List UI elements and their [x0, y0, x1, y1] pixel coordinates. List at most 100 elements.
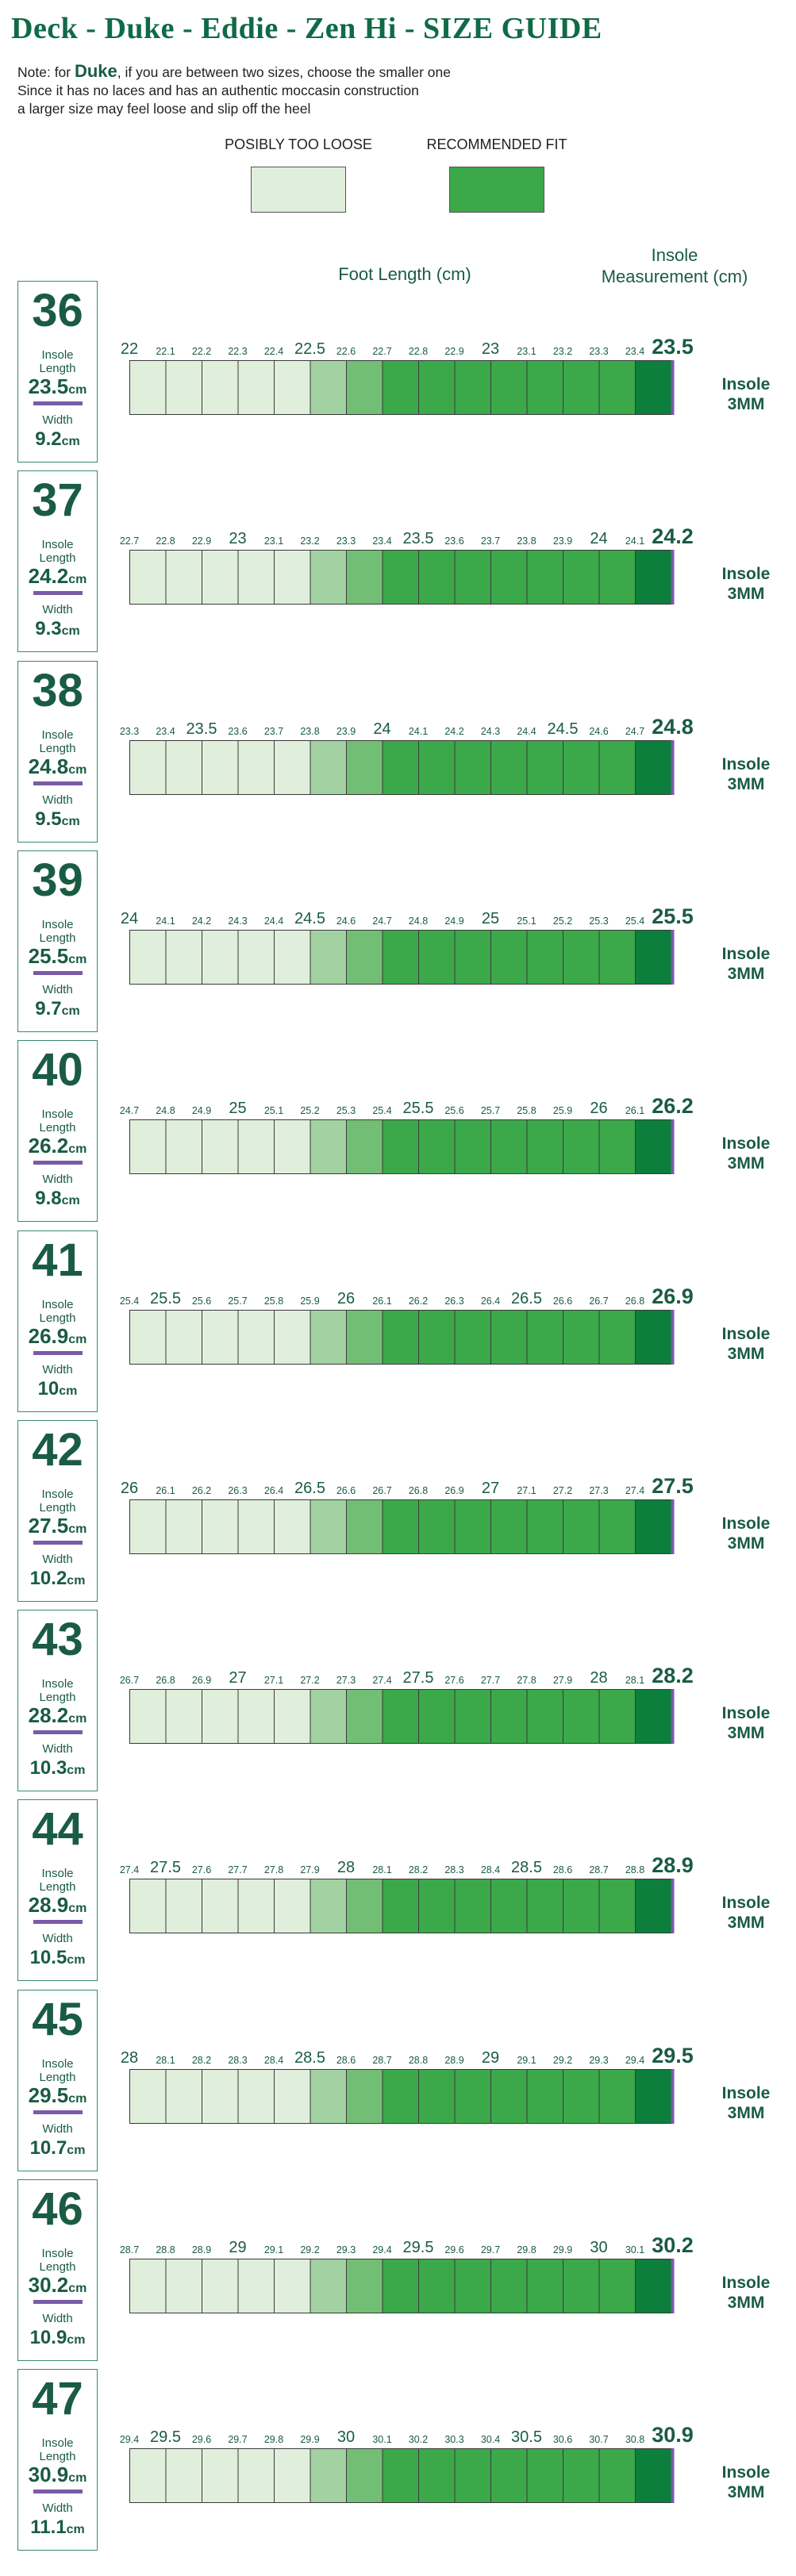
tick-label: 28.4	[480, 1864, 501, 1876]
tick-label: 30.1	[372, 2434, 392, 2446]
tick-label: 24	[120, 909, 139, 927]
insole-thickness-note: Insole 3MM	[721, 2083, 771, 2122]
loose-cell	[237, 1499, 275, 1554]
fit-bar-svg	[129, 2259, 675, 2313]
tick-label: 22.8	[408, 346, 429, 357]
size-number: 36	[32, 285, 83, 336]
tick-label: 25.2	[552, 915, 573, 927]
tick-label: 24.2	[652, 524, 694, 549]
tick-label: 26.7	[589, 1295, 609, 1307]
tick-label: 23.6	[444, 536, 464, 547]
fit-cell	[382, 550, 419, 605]
insole-length-label: Insole Length	[39, 348, 76, 375]
fit-cell	[310, 2259, 347, 2313]
insole-marker	[671, 739, 675, 795]
loose-cell	[165, 1689, 202, 1745]
tick-label: 28.2	[408, 1864, 429, 1876]
tick-label: 29.7	[480, 2244, 501, 2255]
fit-cell	[563, 1119, 600, 1175]
size-row: 38 Insole Length 24.8cm Width 9.5cm 23.3 23.4 2…	[0, 660, 796, 845]
tick-label: 29.1	[263, 2244, 284, 2255]
tick-label: 30.2	[408, 2434, 429, 2446]
fit-cell	[598, 1689, 636, 1745]
foot-length-ticks: 25.4 25.5 25.6 25.7 25.8 25.9 26 26.1 26.2 26.3 26…	[120, 1276, 701, 1308]
foot-length-ticks: 26 26.1 26.2 26.3 26.4 26.5 26.6 26.7 26.8 26.9 27…	[121, 1466, 701, 1498]
insole-length-label: Insole Length	[39, 1108, 76, 1135]
fit-cell	[346, 1499, 383, 1554]
tick-label: 24.7	[372, 915, 392, 927]
tick-label: 23.7	[480, 536, 501, 547]
fit-cell	[418, 739, 456, 795]
fit-cell	[526, 2448, 563, 2504]
tick-label: 30.5	[511, 2428, 542, 2447]
insole-length-value: 29.5cm	[28, 2083, 87, 2107]
fit-bar-svg	[129, 2448, 675, 2504]
note-line-2: Since it has no laces and has an authent…	[17, 83, 419, 98]
card-divider	[33, 1920, 83, 1925]
tick-label: 30.8	[625, 2434, 645, 2446]
tick-label: 25.3	[336, 1105, 356, 1117]
insole-length-value: 26.9cm	[28, 1323, 87, 1348]
tick-label: 26	[590, 1100, 608, 1118]
insole-length-label: Insole Length	[39, 727, 76, 755]
size-row: 46 Insole Length 30.2cm Width 10.9cm 28.7 28.8…	[0, 2179, 796, 2363]
tick-label: 26.4	[480, 1295, 501, 1307]
loose-cell	[237, 1309, 275, 1365]
fit-cell	[454, 1309, 491, 1365]
fit-cell	[418, 1689, 456, 1745]
tick-label: 28.2	[191, 2054, 212, 2066]
tick-label: 25.8	[517, 1105, 536, 1117]
insole-length-value: 28.2cm	[28, 1703, 87, 1728]
loose-cell	[129, 1689, 167, 1745]
size-card: 43 Insole Length 28.2cm Width 10.3cm	[17, 1610, 98, 1792]
size-number: 45	[32, 1993, 83, 2045]
tick-label: 28	[120, 2048, 139, 2067]
tick-label: 28.1	[625, 1675, 645, 1687]
tick-label: 28.7	[372, 2054, 392, 2066]
tick-label: 25.4	[119, 1295, 140, 1307]
width-label: Width	[42, 982, 73, 996]
width-label: Width	[42, 1932, 73, 1946]
loose-cell	[165, 1119, 202, 1175]
size-row: 41 Insole Length 26.9cm Width 10cm 25.4 25.5 25…	[0, 1230, 796, 1415]
fit-cell	[382, 1879, 419, 1934]
tick-label: 27.8	[517, 1675, 536, 1687]
tick-label: 26.1	[156, 1484, 175, 1496]
fit-bar	[129, 2259, 675, 2313]
fit-bar	[129, 550, 675, 605]
loose-cell	[274, 2068, 311, 2124]
fit-cell	[418, 360, 456, 415]
width-label: Width	[42, 2312, 73, 2325]
fit-bar-svg	[129, 360, 675, 415]
tick-label: 24.3	[228, 915, 248, 927]
loose-cell	[129, 2448, 167, 2504]
loose-cell	[237, 739, 275, 795]
loose-cell	[165, 550, 202, 605]
tick-label: 28.8	[408, 2054, 429, 2066]
tick-label: 28.9	[444, 2054, 464, 2066]
loose-cell	[165, 739, 202, 795]
fit-cell	[598, 1879, 636, 1934]
fit-cell	[490, 360, 528, 415]
tick-label: 28.2	[652, 1664, 694, 1688]
width-value: 10.3cm	[29, 1757, 86, 1779]
insole-measurement-header: Insole Measurement (cm)	[601, 245, 748, 286]
size-row: 47 Insole Length 30.9cm Width 11.1cm 29.4 29.5…	[0, 2369, 796, 2553]
tick-label: 22.6	[336, 346, 356, 357]
fit-cell	[598, 1309, 636, 1365]
tick-label: 25.5	[652, 904, 694, 928]
tick-label: 26.3	[444, 1295, 464, 1307]
fit-cell	[526, 1879, 563, 1934]
fit-notes: Note: for Duke, if you are between two s…	[17, 62, 451, 118]
tick-label: 23.3	[119, 725, 140, 737]
tick-label: 27.6	[444, 1675, 464, 1687]
fit-cell	[454, 929, 491, 985]
fit-bar-svg	[129, 1499, 675, 1554]
tick-label: 23.4	[372, 536, 392, 547]
loose-cell	[202, 1879, 239, 1934]
fit-cell	[563, 1689, 600, 1745]
tick-label: 27.7	[480, 1675, 501, 1687]
loose-cell	[274, 929, 311, 985]
fit-bar	[129, 1309, 675, 1365]
size-number: 44	[32, 1803, 83, 1856]
